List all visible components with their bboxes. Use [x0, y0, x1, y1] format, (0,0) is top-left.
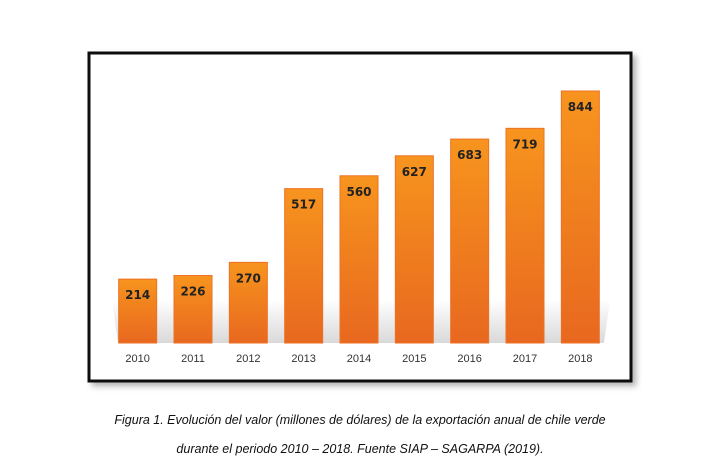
x-tick-label: 2012	[236, 353, 260, 365]
x-tick-label: 2016	[457, 353, 481, 365]
value-label: 844	[568, 100, 593, 114]
x-tick-label: 2010	[125, 353, 149, 365]
bar	[560, 90, 600, 344]
x-tick-label: 2017	[513, 353, 537, 365]
x-tick-label: 2018	[568, 353, 592, 365]
x-tick-label: 2014	[347, 353, 371, 365]
bar	[505, 127, 545, 344]
bar	[118, 278, 158, 344]
bar	[339, 175, 379, 344]
value-label: 517	[291, 198, 316, 212]
caption-line: durante el periodo 2010 – 2018. Fuente S…	[176, 442, 543, 456]
x-tick-label: 2011	[181, 353, 205, 365]
value-label: 627	[402, 165, 427, 179]
value-label: 719	[512, 137, 537, 151]
bar	[228, 261, 268, 344]
value-label: 270	[236, 271, 261, 285]
x-tick-label: 2013	[291, 353, 315, 365]
bar	[450, 138, 490, 344]
bar	[173, 275, 213, 344]
bar	[394, 155, 434, 344]
x-tick-label: 2015	[402, 353, 426, 365]
value-label: 683	[457, 148, 482, 162]
value-label: 560	[346, 185, 371, 199]
value-label: 226	[180, 285, 205, 299]
caption-line: Figura 1. Evolución del valor (millones …	[114, 413, 605, 427]
bar	[284, 188, 324, 344]
value-label: 214	[125, 288, 150, 302]
